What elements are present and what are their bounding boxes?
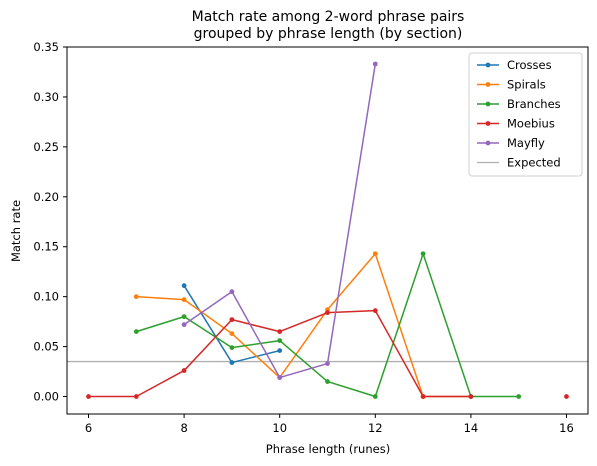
legend-label: Branches [507,97,561,111]
series-line-spirals [136,252,471,398]
y-tick-label: 0.25 [33,140,59,154]
legend-item-branches: Branches [477,97,561,111]
y-tick-label: 0.05 [33,340,59,354]
legend-item-crosses: Crosses [477,58,552,72]
data-point-spirals-9 [229,331,235,337]
x-axis-label: Phrase length (runes) [266,442,390,456]
data-point-mayfly-9 [229,289,235,295]
legend-item-expected: Expected [477,156,561,170]
legend-swatch-marker [485,82,491,87]
x-tick-label: 8 [180,421,187,435]
data-point-moebius-11 [325,310,330,316]
data-point-mayfly-11 [325,361,330,366]
legend-swatch-marker [485,140,491,146]
data-point-mayfly-10 [277,375,283,380]
series-mayfly [181,61,378,380]
data-point-moebius-8 [181,368,187,373]
y-tick-label: 0.15 [33,240,59,254]
data-point-moebius-9 [229,317,235,323]
y-tick-label: 0.35 [33,40,59,54]
legend-label: Mayfly [507,136,545,150]
x-axis-ticks: 6 8 10 12 14 16 [85,414,574,435]
data-point-branches-11 [325,379,330,384]
data-point-moebius-14 [468,394,474,399]
series-branches [133,251,522,399]
legend-item-moebius: Moebius [477,117,555,131]
y-tick-label: 0.20 [33,190,59,204]
data-point-branches-12 [372,394,378,399]
data-point-branches-10 [277,338,283,343]
data-point-mayfly-12 [372,61,378,67]
data-point-branches-9 [229,345,235,350]
legend-item-mayfly: Mayfly [477,136,545,150]
data-point-moebius-7 [133,394,139,399]
y-axis-ticks: 0.00 0.05 0.10 0.15 0.20 0.25 0.30 0.35 [33,40,67,404]
series-line-moebius [88,309,471,398]
x-tick-label: 6 [85,421,92,435]
series-line-branches [136,252,519,398]
x-tick-label: 14 [464,421,479,435]
legend: Crosses Spirals Branches Moebius Mayfly Expec… [468,52,583,177]
x-tick-label: 16 [559,421,574,435]
data-point-moebius-6 [86,394,91,399]
legend-swatch-marker [485,121,491,126]
legend-label: Expected [507,156,561,170]
legend-item-spirals: Spirals [477,78,546,92]
plot-area [67,61,588,399]
chart-title-line-2: grouped by phrase length (by section) [194,26,463,42]
data-point-crosses-10 [277,348,283,353]
data-point-crosses-8 [181,283,187,289]
y-tick-label: 0.10 [33,290,59,304]
data-point-moebius-10 [277,329,283,335]
y-tick-label: 0.00 [33,390,59,404]
legend-label: Crosses [507,58,552,72]
legend-label: Spirals [507,78,546,92]
data-point-spirals-12 [372,251,378,257]
data-point-moebius-13 [420,394,426,399]
data-point-mayfly-8 [181,322,187,328]
legend-label: Moebius [507,117,555,131]
x-tick-label: 12 [368,421,383,435]
chart-title-line-1: Match rate among 2-word phrase pairs [192,9,465,25]
data-point-moebius-12 [372,308,378,314]
series-moebius [86,308,569,399]
data-point-branches-15 [516,394,522,399]
data-point-spirals-7 [133,294,139,300]
legend-swatch-marker [485,62,491,68]
y-axis-label: Match rate [9,200,23,262]
data-point-spirals-8 [181,297,187,303]
x-tick-label: 10 [272,421,287,435]
data-point-crosses-9 [229,360,235,365]
data-point-branches-8 [181,314,187,320]
data-point-branches-7 [133,329,139,335]
legend-swatch-marker [485,101,491,107]
axes-frame [66,46,589,415]
data-point-branches-13 [420,251,426,257]
data-point-moebius-16 [564,394,569,399]
y-tick-label: 0.30 [33,90,59,104]
